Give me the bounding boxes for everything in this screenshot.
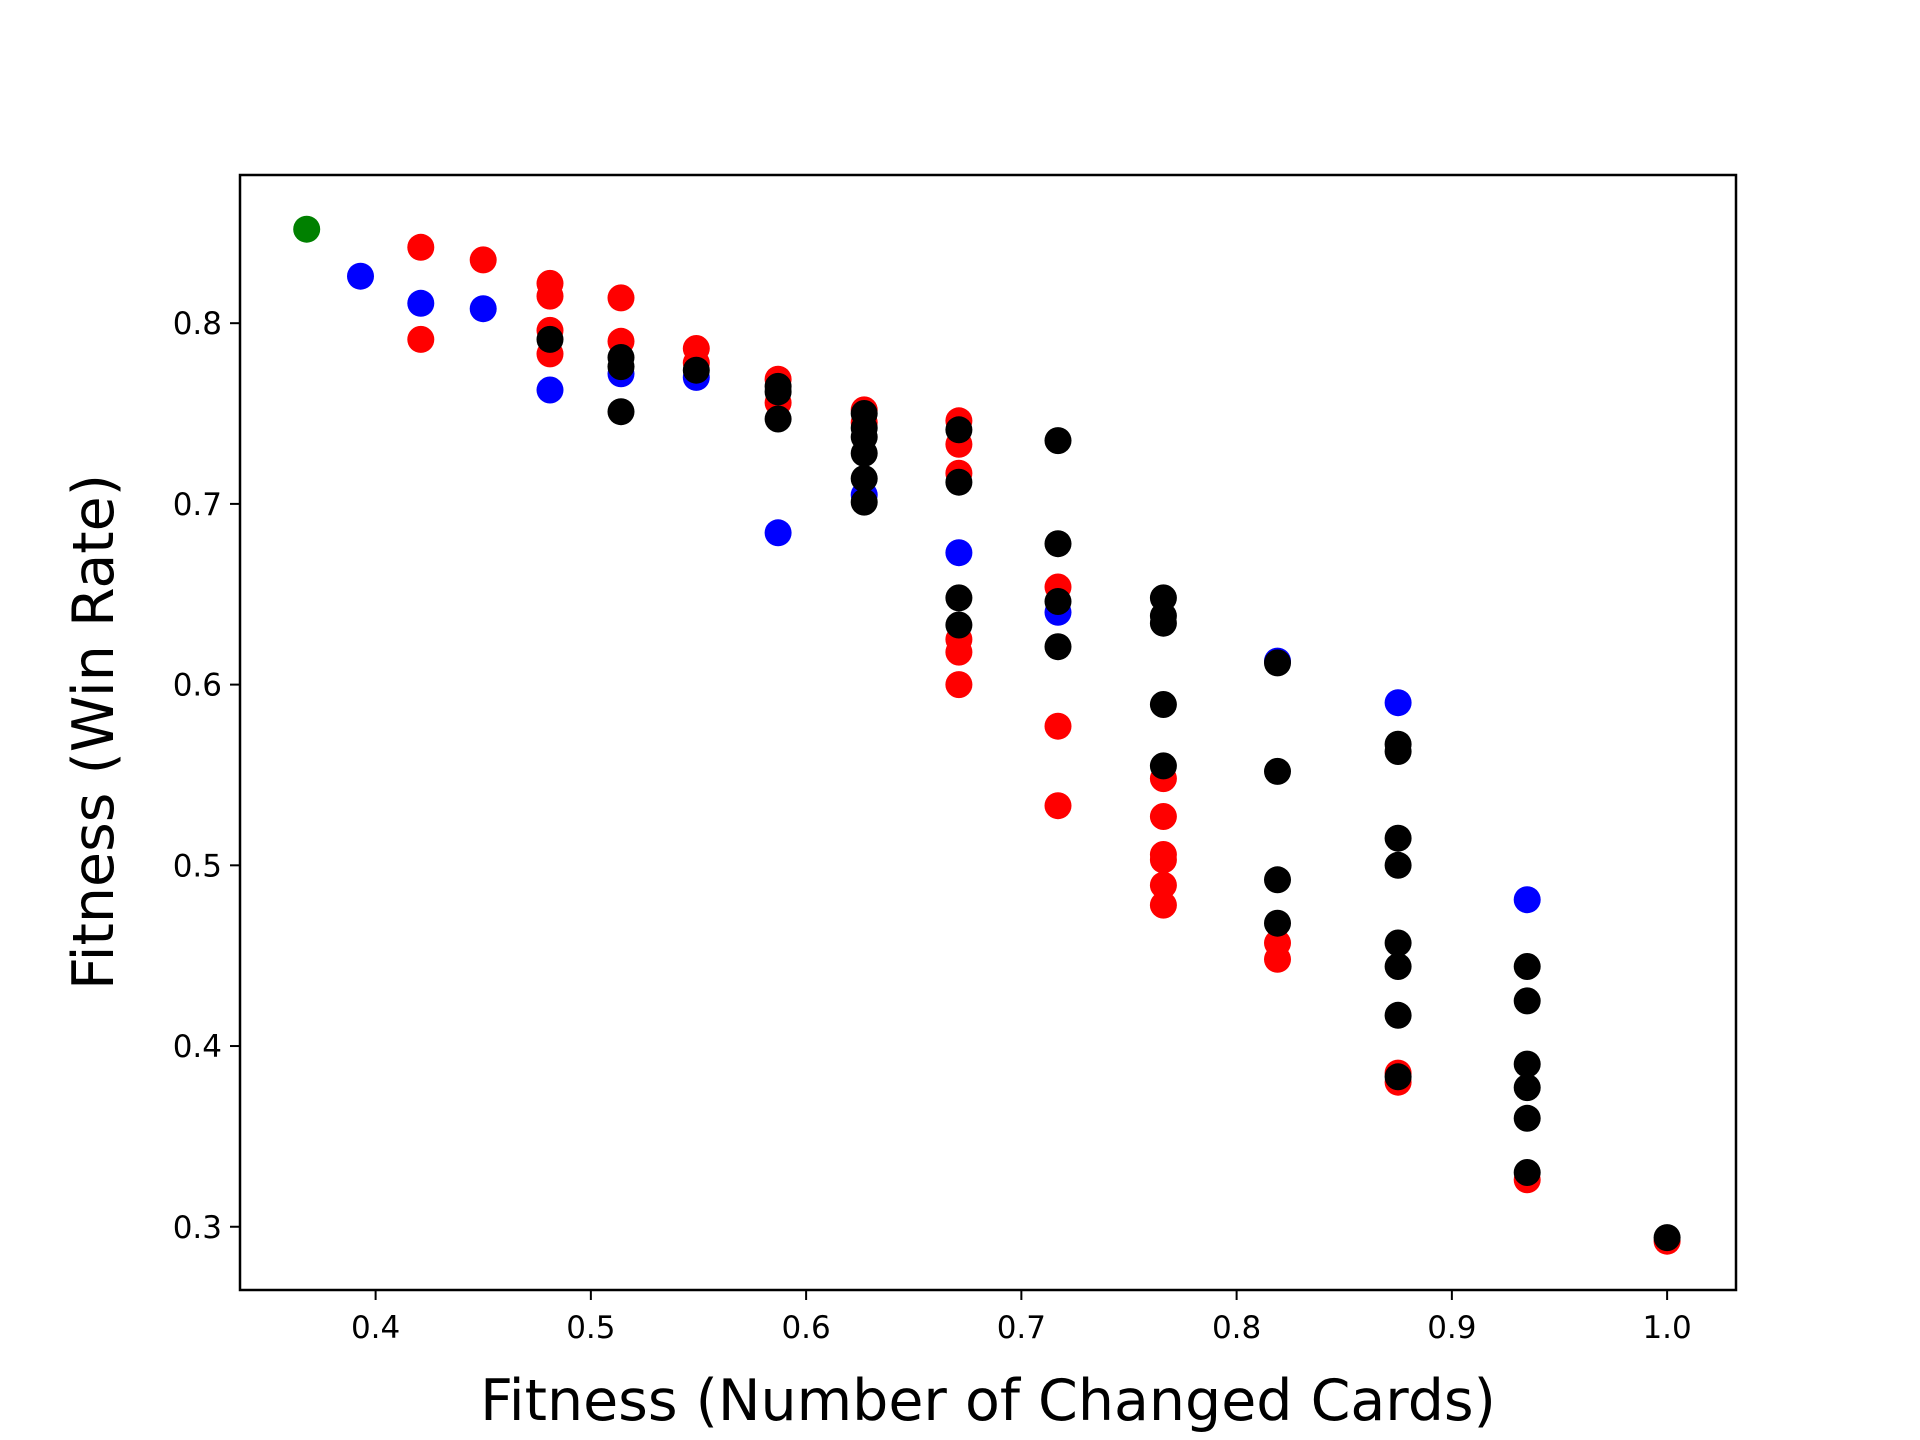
- data-point: [1044, 792, 1072, 820]
- data-point: [1149, 871, 1177, 899]
- y-tick-label: 0.8: [173, 306, 222, 342]
- x-tick-label: 0.7: [997, 1310, 1046, 1346]
- data-point: [1044, 633, 1072, 661]
- data-point: [1149, 691, 1177, 718]
- data-point: [1149, 846, 1177, 874]
- data-points: [293, 215, 1681, 1255]
- data-point: [850, 465, 878, 493]
- x-tick-label: 0.4: [351, 1310, 400, 1346]
- data-point: [1384, 851, 1412, 879]
- x-tick-label: 0.6: [781, 1310, 830, 1346]
- data-point: [607, 284, 635, 312]
- data-point: [1264, 649, 1291, 677]
- data-point: [347, 262, 374, 290]
- x-axis: 0.4 0.5 0.6 0.7 0.8 0.9 1.0: [351, 1290, 1692, 1346]
- data-point: [1513, 987, 1541, 1015]
- y-tick-label: 0.4: [173, 1029, 222, 1065]
- y-axis: 0.3 0.4 0.5 0.6 0.7 0.8: [173, 306, 240, 1246]
- data-point: [1653, 1224, 1681, 1252]
- data-point: [1149, 752, 1177, 780]
- data-point: [469, 246, 497, 274]
- data-point: [850, 488, 878, 516]
- data-point: [1149, 609, 1177, 637]
- data-point: [1513, 953, 1541, 980]
- data-point: [1264, 866, 1291, 894]
- data-point: [682, 356, 710, 384]
- data-point: [1264, 757, 1291, 785]
- data-point: [1044, 588, 1072, 615]
- data-point: [607, 353, 635, 381]
- data-point: [536, 376, 564, 404]
- data-point: [1513, 1104, 1541, 1132]
- data-point: [1264, 909, 1291, 937]
- data-point: [1044, 427, 1072, 455]
- data-point: [945, 468, 973, 496]
- data-point: [1149, 803, 1177, 830]
- plot-frame: [238, 173, 1738, 1292]
- data-point: [407, 289, 435, 317]
- data-point: [1044, 530, 1072, 558]
- data-point: [945, 539, 973, 567]
- data-point: [945, 638, 973, 666]
- data-point: [945, 671, 973, 699]
- y-tick-label: 0.7: [173, 487, 222, 523]
- data-point: [407, 325, 435, 353]
- data-point: [764, 378, 792, 406]
- data-point: [1044, 712, 1072, 740]
- data-point: [1384, 824, 1412, 852]
- data-point: [945, 416, 973, 444]
- data-point: [1384, 953, 1412, 980]
- data-point: [850, 439, 878, 467]
- data-point: [293, 215, 321, 243]
- data-point: [1384, 689, 1412, 717]
- data-point: [1513, 886, 1541, 914]
- data-point: [1384, 929, 1412, 957]
- data-point: [1264, 945, 1291, 973]
- x-tick-label: 1.0: [1642, 1310, 1691, 1346]
- x-axis-title: Fitness (Number of Changed Cards): [480, 1368, 1496, 1434]
- data-point: [1384, 738, 1412, 765]
- x-tick-label: 0.5: [566, 1310, 615, 1346]
- data-point: [1384, 1063, 1412, 1091]
- data-point: [945, 611, 973, 639]
- data-point: [1149, 891, 1177, 919]
- data-point: [1513, 1050, 1541, 1078]
- data-point: [764, 519, 792, 547]
- y-axis-title: Fitness (Win Rate): [61, 474, 127, 990]
- data-point: [607, 398, 635, 426]
- x-tick-label: 0.9: [1427, 1310, 1476, 1346]
- data-point: [469, 295, 497, 323]
- data-point: [945, 584, 973, 612]
- data-point: [536, 325, 564, 353]
- y-tick-label: 0.5: [173, 848, 222, 884]
- data-point: [764, 405, 792, 433]
- y-tick-label: 0.6: [173, 668, 222, 704]
- data-point: [536, 282, 564, 310]
- data-point: [1384, 1001, 1412, 1029]
- x-tick-label: 0.8: [1212, 1310, 1261, 1346]
- data-point: [407, 233, 435, 261]
- data-point: [1513, 1074, 1541, 1102]
- data-point: [1513, 1159, 1541, 1186]
- y-tick-label: 0.3: [173, 1210, 222, 1246]
